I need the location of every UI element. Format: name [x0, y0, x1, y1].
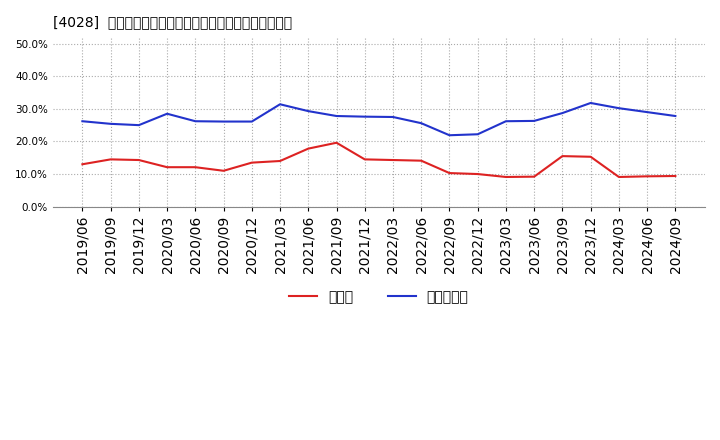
有利子負債: [304, 109, 312, 114]
有利子負債: [615, 106, 624, 111]
有利子負債: [445, 132, 454, 138]
有利子負債: [586, 100, 595, 106]
現預金: [417, 158, 426, 163]
現預金: [304, 146, 312, 151]
現預金: [558, 154, 567, 159]
有利子負債: [530, 118, 539, 124]
現預金: [163, 165, 171, 170]
現預金: [78, 161, 86, 167]
現預金: [361, 157, 369, 162]
現預金: [191, 165, 199, 170]
Line: 現預金: 現預金: [82, 143, 675, 177]
有利子負債: [248, 119, 256, 124]
現預金: [530, 174, 539, 179]
有利子負債: [361, 114, 369, 119]
現預金: [671, 173, 680, 179]
Legend: 現預金, 有利子負債: 現預金, 有利子負債: [284, 285, 474, 310]
Line: 有利子負債: 有利子負債: [82, 103, 675, 135]
現預金: [445, 170, 454, 176]
現預金: [643, 174, 652, 179]
有利子負債: [220, 119, 228, 124]
有利子負債: [135, 122, 143, 128]
有利子負債: [276, 102, 284, 107]
現預金: [107, 157, 115, 162]
有利子負債: [671, 114, 680, 119]
現預金: [135, 158, 143, 163]
現預金: [248, 160, 256, 165]
現預金: [332, 140, 341, 145]
現預金: [615, 174, 624, 180]
現預金: [586, 154, 595, 159]
有利子負債: [163, 111, 171, 116]
現預金: [502, 174, 510, 180]
有利子負債: [643, 110, 652, 115]
有利子負債: [502, 119, 510, 124]
有利子負債: [107, 121, 115, 126]
現預金: [276, 158, 284, 164]
現預金: [220, 168, 228, 173]
有利子負債: [78, 119, 86, 124]
有利子負債: [191, 119, 199, 124]
有利子負債: [558, 110, 567, 116]
有利子負債: [332, 114, 341, 119]
現預金: [389, 158, 397, 163]
有利子負債: [473, 132, 482, 137]
有利子負債: [389, 114, 397, 120]
現預金: [473, 172, 482, 177]
有利子負債: [417, 121, 426, 126]
Text: [4028]  現預金、有利子負債の総資産に対する比率の推移: [4028] 現預金、有利子負債の総資産に対する比率の推移: [53, 15, 292, 29]
